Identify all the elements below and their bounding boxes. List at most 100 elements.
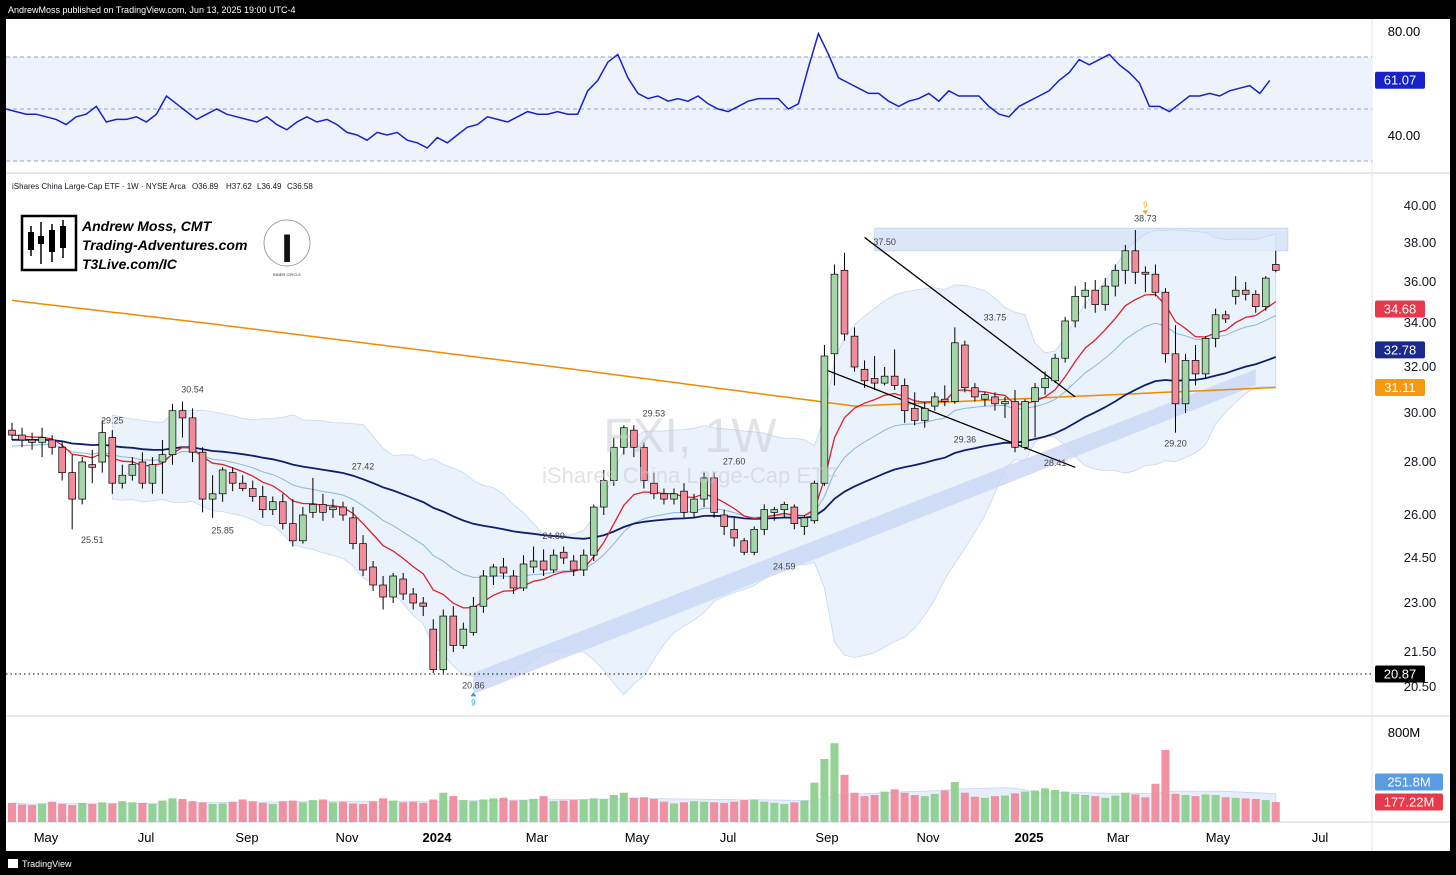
volume-bar[interactable] (1131, 794, 1140, 822)
volume-bar[interactable] (810, 782, 819, 822)
volume-bar[interactable] (990, 796, 999, 822)
candle[interactable] (1031, 383, 1039, 438)
candle[interactable] (369, 561, 377, 591)
candle[interactable] (439, 609, 448, 673)
candle[interactable] (138, 452, 147, 489)
volume-bar[interactable] (629, 797, 638, 822)
candle[interactable] (299, 507, 307, 544)
candle[interactable] (660, 488, 668, 505)
candle[interactable] (168, 403, 177, 465)
volume-bar[interactable] (730, 801, 739, 822)
candle[interactable] (830, 264, 839, 386)
volume-bar[interactable] (1031, 790, 1040, 823)
candle[interactable] (900, 378, 909, 423)
volume-bar[interactable] (369, 801, 378, 822)
candle[interactable] (931, 392, 939, 411)
volume-bar[interactable] (489, 798, 498, 822)
candle[interactable] (1051, 353, 1059, 384)
volume-bar[interactable] (1141, 797, 1150, 822)
volume-bar[interactable] (1081, 795, 1090, 822)
candle[interactable] (730, 517, 738, 547)
volume-bar[interactable] (519, 800, 528, 822)
candle[interactable] (389, 573, 397, 603)
candle[interactable] (449, 606, 458, 652)
volume-bar[interactable] (1241, 798, 1250, 822)
volume-bar[interactable] (278, 801, 287, 822)
candle[interactable] (148, 457, 157, 494)
candle[interactable] (780, 501, 789, 518)
volume-bar[interactable] (1111, 795, 1120, 822)
volume-bar[interactable] (659, 801, 668, 822)
volume-bar[interactable] (499, 797, 508, 822)
volume-bar[interactable] (860, 796, 869, 822)
candle[interactable] (650, 472, 658, 500)
candle[interactable] (941, 385, 949, 407)
candle[interactable] (539, 549, 548, 576)
candle[interactable] (770, 507, 779, 521)
volume-bar[interactable] (1171, 793, 1180, 822)
candle[interactable] (489, 564, 498, 585)
volume-bar[interactable] (680, 802, 689, 822)
volume-bar[interactable] (750, 799, 759, 823)
candle[interactable] (579, 549, 588, 576)
volume-bar[interactable] (1181, 795, 1190, 822)
candle[interactable] (1041, 371, 1049, 395)
candle[interactable] (48, 435, 56, 455)
volume-bar[interactable] (609, 795, 618, 822)
candle[interactable] (640, 442, 648, 489)
volume-bar[interactable] (308, 800, 317, 822)
candle[interactable] (188, 408, 197, 462)
volume-bar[interactable] (288, 800, 297, 822)
candle[interactable] (951, 327, 959, 404)
volume-bar[interactable] (1011, 793, 1019, 822)
candle[interactable] (429, 619, 438, 673)
volume-bar[interactable] (880, 791, 889, 822)
candle[interactable] (359, 535, 367, 576)
volume-bar[interactable] (158, 800, 167, 822)
volume-bar[interactable] (700, 801, 709, 822)
candle[interactable] (1111, 264, 1120, 297)
volume-bar[interactable] (238, 799, 247, 823)
candle[interactable] (319, 493, 327, 521)
volume-bar[interactable] (409, 801, 418, 822)
candle[interactable] (1261, 276, 1270, 311)
volume-bar[interactable] (349, 803, 358, 822)
candle[interactable] (208, 475, 217, 518)
volume-bar[interactable] (930, 793, 939, 822)
candle[interactable] (529, 546, 538, 573)
volume-bar[interactable] (1201, 794, 1210, 822)
volume-bar[interactable] (128, 802, 137, 822)
volume-bar[interactable] (138, 802, 147, 822)
candle[interactable] (519, 555, 528, 591)
candle[interactable] (971, 383, 979, 402)
volume-bar[interactable] (78, 802, 87, 822)
volume-bar[interactable] (459, 800, 468, 822)
candle[interactable] (1251, 290, 1260, 313)
volume-bar[interactable] (840, 774, 849, 822)
candle[interactable] (309, 477, 317, 518)
candle[interactable] (108, 430, 117, 494)
volume-bar[interactable] (148, 804, 157, 822)
candle[interactable] (509, 570, 518, 594)
volume-bar[interactable] (619, 792, 628, 822)
candle[interactable] (228, 467, 237, 492)
volume-bar[interactable] (88, 804, 97, 822)
volume-bar[interactable] (1231, 797, 1240, 822)
candle[interactable] (760, 504, 768, 536)
candle[interactable] (269, 496, 277, 515)
volume-bar[interactable] (218, 803, 227, 822)
volume-bar[interactable] (1151, 783, 1160, 822)
volume-bar[interactable] (920, 796, 929, 822)
volume-bar[interactable] (850, 792, 859, 822)
volume-bar[interactable] (389, 800, 398, 822)
volume-bar[interactable] (1091, 796, 1100, 822)
candle[interactable] (549, 549, 558, 573)
volume-bar[interactable] (469, 801, 478, 822)
candle[interactable] (890, 349, 899, 390)
candle[interactable] (790, 504, 799, 530)
candle[interactable] (840, 252, 849, 341)
volume-bar[interactable] (258, 802, 267, 822)
candle[interactable] (1211, 308, 1220, 348)
candle[interactable] (289, 499, 297, 547)
